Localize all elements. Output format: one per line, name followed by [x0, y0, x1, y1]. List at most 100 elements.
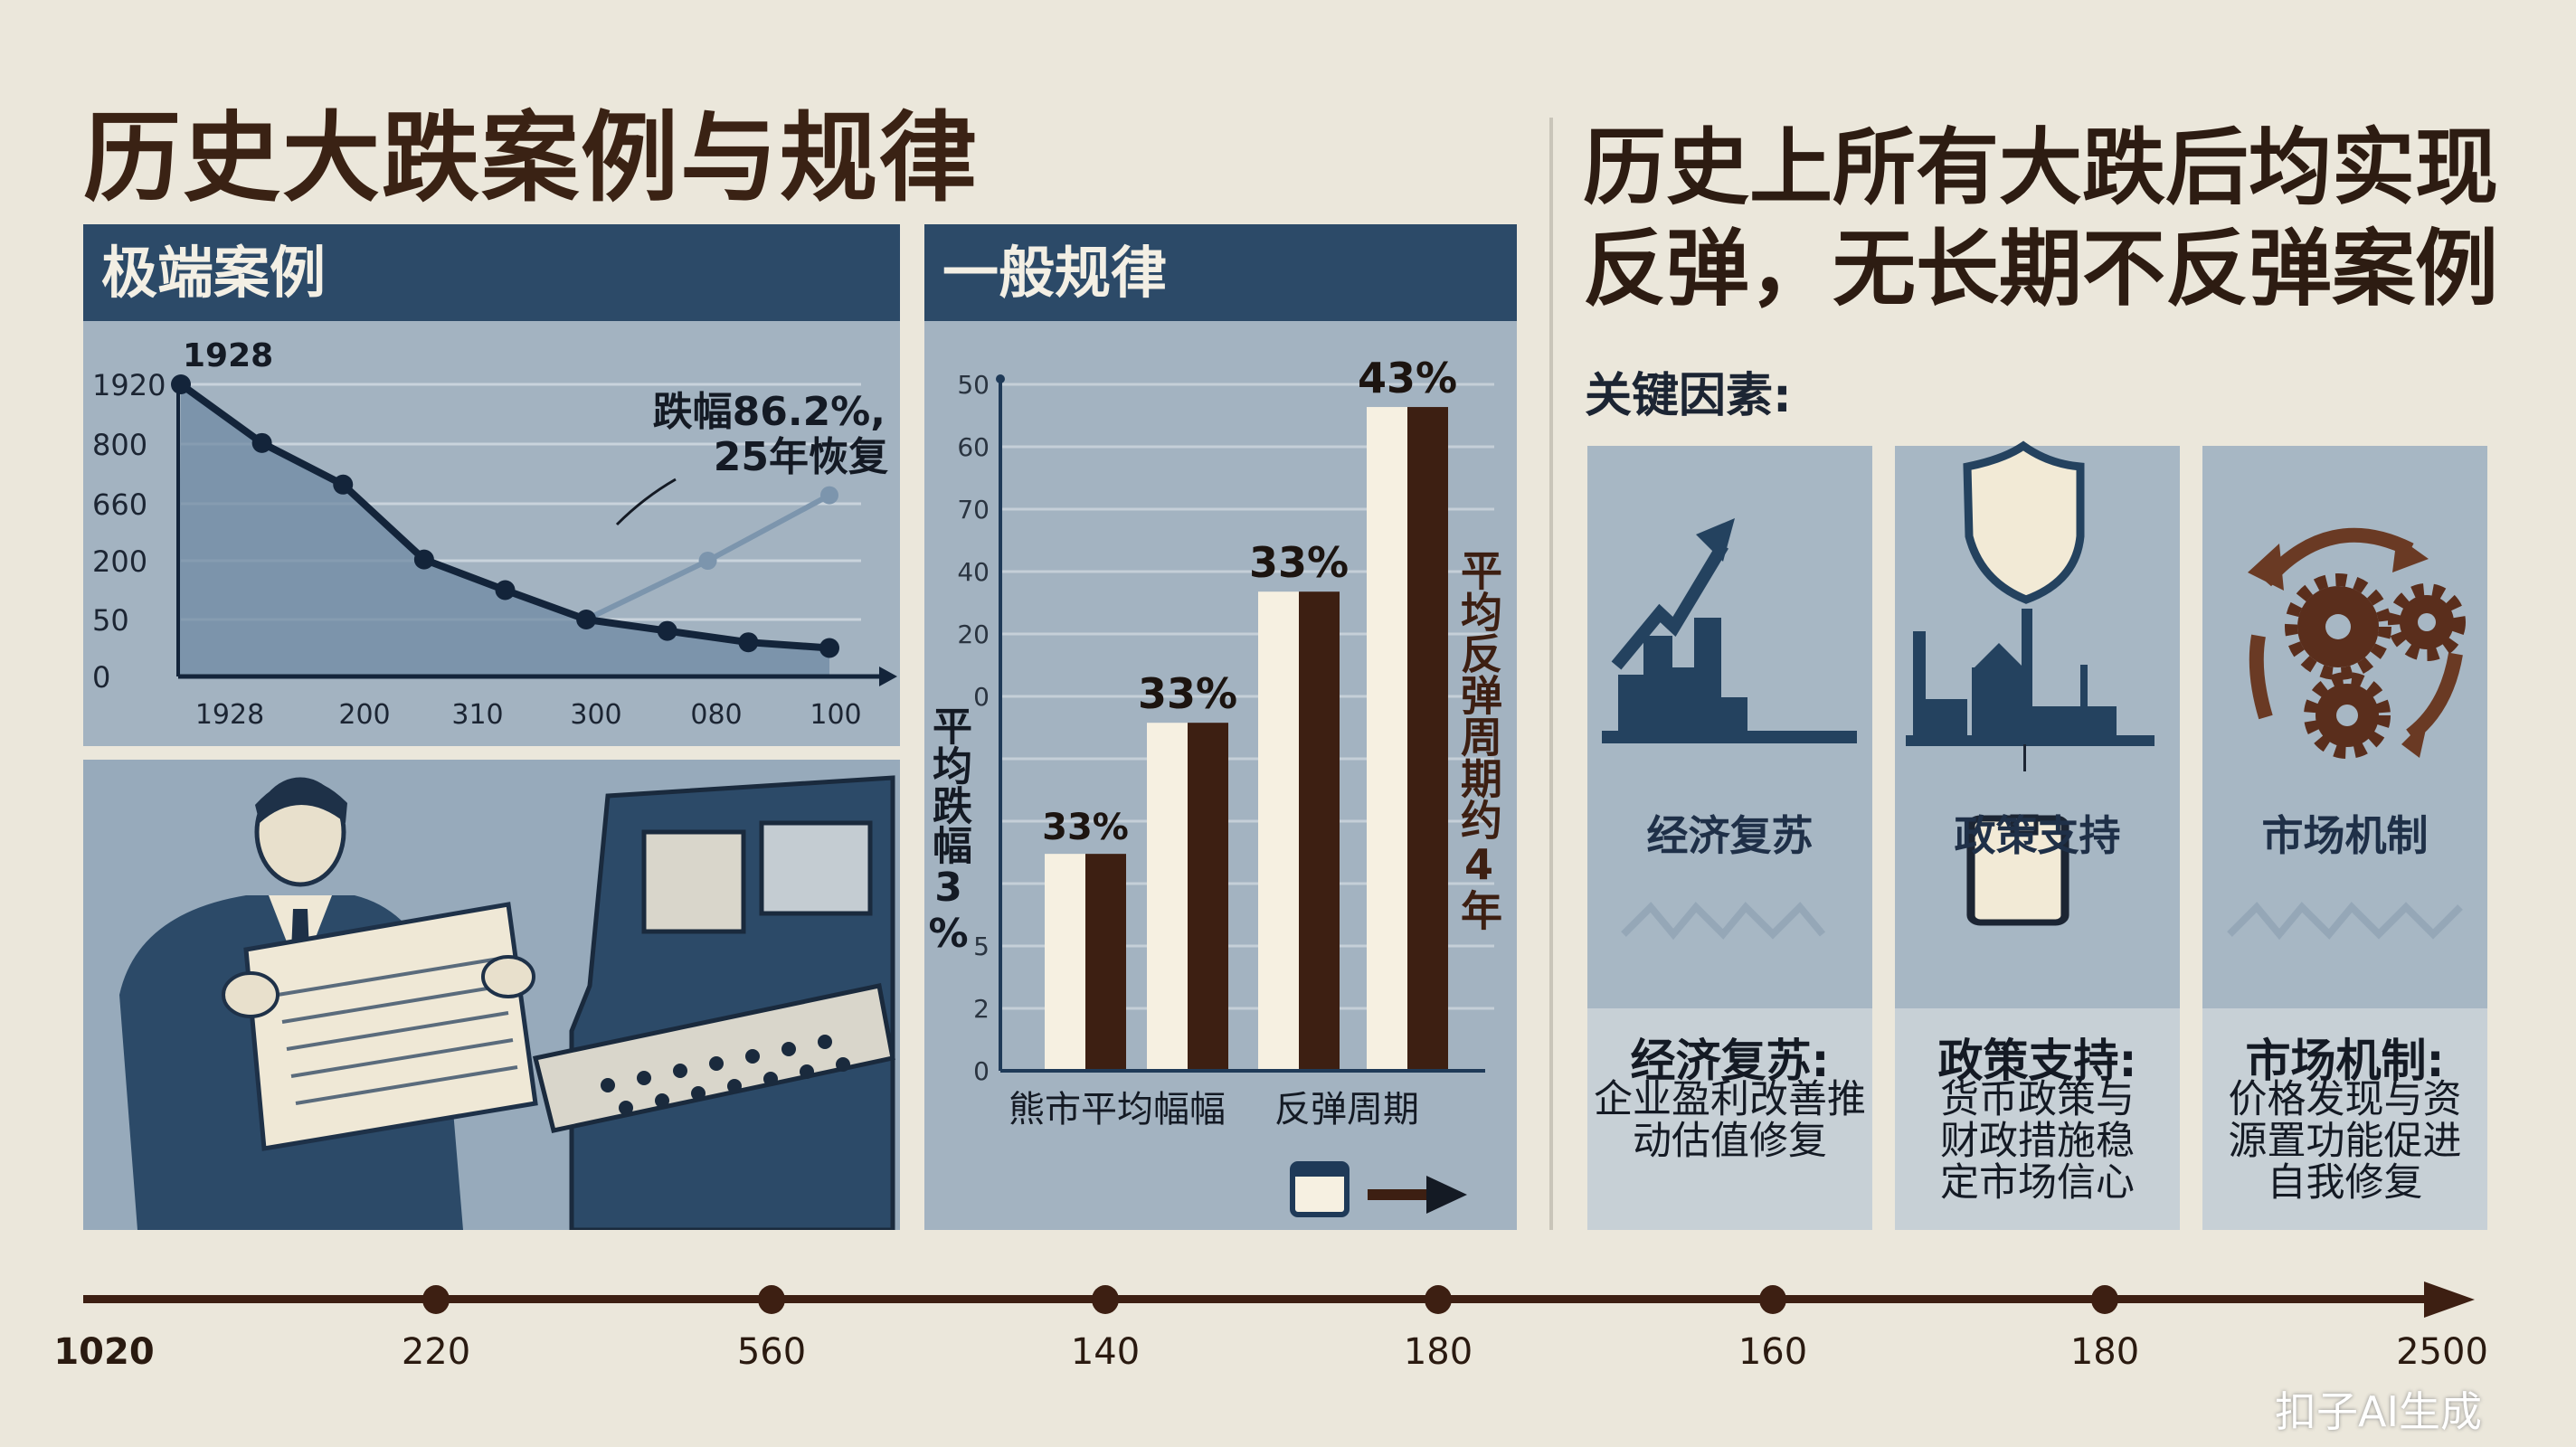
decline-point [657, 620, 677, 641]
y-tick-label: 50 [92, 603, 129, 638]
bar-value-label: 33% [1249, 538, 1349, 587]
desc-line: 动估值修复 [1633, 1119, 1827, 1164]
y-tick-label: 660 [92, 487, 147, 522]
factor-card-policy-support: 政策支持 政策支持: 货币政策与 财政措施稳 定市场信心 [1895, 440, 2180, 1230]
timeline-label: 220 [401, 1331, 471, 1373]
extreme-case-chart-panel: 0 50 200 660 800 1920 1928 200 310 300 080 100 1928 跌… [83, 321, 900, 746]
x-tick-label: 1928 [195, 699, 264, 731]
timeline-label: 560 [736, 1331, 807, 1373]
category-label: 熊市平均幅幅 [1009, 1089, 1226, 1130]
bar-value-label: 43% [1358, 354, 1457, 402]
desc-line: 自我修复 [2267, 1160, 2423, 1206]
desc-line: 货币政策与 [1940, 1077, 2135, 1122]
y-tick-label: 800 [92, 428, 147, 462]
factor-heading: 市场机制: [2245, 1035, 2445, 1087]
general-rule-chart-panel: 50 60 70 40 20 0 5 2 0 33% 33% 33% 43% 熊市平均幅幅 反弹周期 平均跌… [924, 321, 1517, 1230]
y-tick-label: 40 [957, 557, 990, 587]
decline-point [251, 432, 272, 453]
man-reading-newspaper-illustration [83, 760, 900, 1233]
timeline-dot [2091, 1285, 2118, 1314]
y-tick-label: 70 [957, 495, 990, 525]
timeline-arrow-icon [2424, 1281, 2475, 1318]
extreme-case-header: 极端案例 [83, 224, 900, 321]
y-tick-label: 0 [973, 682, 990, 712]
timeline-label: 180 [2069, 1331, 2140, 1373]
y-tick-label: 0 [92, 660, 110, 695]
y-tick-label: 60 [957, 432, 990, 462]
timeline-label: 180 [1403, 1331, 1473, 1373]
timeline-label: 1020 [53, 1331, 155, 1373]
conclusion-title-line1: 历史上所有大跌后均实现 [1583, 119, 2499, 216]
desc-line: 价格发现与资 [2228, 1077, 2462, 1122]
category-label: 反弹周期 [1274, 1089, 1419, 1130]
watermark: 扣子AI生成 [2275, 1387, 2483, 1436]
factor-description: 货币政策与 财政措施稳 定市场信心 [1897, 1079, 2178, 1204]
annotation-line: 25年恢复 [714, 434, 888, 480]
x-tick-label: 080 [690, 699, 742, 731]
average-decline-label: 平均跌幅3% [925, 705, 971, 957]
annotation-arrow-icon [615, 478, 677, 526]
bar-light [1258, 591, 1299, 1071]
y-axis-end [996, 374, 1005, 383]
general-rule-header: 一般规律 [924, 224, 1517, 321]
historical-illustration [83, 760, 900, 1233]
y-tick-label: 20 [957, 619, 990, 649]
conclusion-title: 历史上所有大跌后均实现 反弹，无长期不反弹案例 [1583, 118, 2498, 320]
decline-point [819, 638, 839, 658]
page-title: 历史大跌案例与规律 [83, 102, 980, 215]
recovery-point [698, 552, 717, 570]
average-rebound-period-label: 平均反弹周期约4年 [1454, 549, 1503, 931]
factor-description: 企业盈利改善推 动估值修复 [1589, 1079, 1870, 1162]
shield-factory-briefcase-icon [1906, 440, 2155, 926]
x-tick-label: 200 [338, 699, 390, 731]
bar-light [1045, 854, 1085, 1071]
desc-line: 定市场信心 [1940, 1160, 2135, 1206]
decline-point [576, 610, 597, 629]
bar-dark [1188, 723, 1228, 1071]
x-axis-arrow-icon [879, 667, 897, 686]
decline-point [495, 580, 516, 601]
annotation-line: 跌幅86.2%, [653, 389, 886, 435]
timeline-dot [1759, 1285, 1786, 1314]
bar-value-label: 33% [1042, 807, 1129, 848]
recovery-point [820, 486, 838, 505]
factor-label: 市场机制 [2261, 811, 2429, 860]
factor-card-market-mechanism: 市场机制 市场机制: 价格发现与资 源置功能促进 自我修复 [2202, 446, 2487, 1230]
factor-card-economic-recovery: 经济复苏 经济复苏: 企业盈利改善推 动估值修复 [1587, 446, 1872, 1230]
y-tick-label: 0 [973, 1056, 990, 1086]
y-tick-label: 2 [973, 994, 990, 1024]
year-label: 1928 [183, 337, 273, 374]
conclusion-title-line2: 反弹，无长期不反弹案例 [1583, 221, 2499, 317]
key-factors-label: 关键因素: [1585, 369, 1792, 423]
y-tick-label: 50 [957, 370, 990, 400]
desc-line: 源置功能促进 [2228, 1119, 2462, 1164]
factor-heading: 政策支持: [1937, 1035, 2137, 1087]
decline-point [738, 632, 759, 653]
factor-label: 经济复苏 [1646, 811, 1814, 860]
timeline-dot [1425, 1285, 1452, 1314]
desc-line: 企业盈利改善推 [1594, 1077, 1866, 1122]
bar-dark [1085, 854, 1126, 1071]
area-fill [178, 384, 829, 676]
timeline-label: 140 [1070, 1331, 1141, 1373]
x-tick-label: 300 [570, 699, 621, 731]
timeline-dot [758, 1285, 785, 1314]
desc-line: 财政措施稳 [1940, 1119, 2135, 1164]
bar-value-label: 33% [1138, 669, 1237, 718]
bar-light [1147, 723, 1188, 1071]
factor-label: 政策支持 [1954, 811, 2121, 860]
factor-heading: 经济复苏: [1630, 1035, 1830, 1087]
timeline-label: 160 [1738, 1331, 1808, 1373]
decline-point [413, 549, 434, 570]
bar-dark [1407, 407, 1448, 1071]
rising-chart-icon [1602, 518, 1857, 941]
timeline-dot [1092, 1285, 1119, 1314]
x-tick-label: 100 [810, 699, 861, 731]
gears-cycle-icon [2227, 527, 2466, 941]
section-divider [1549, 118, 1553, 1230]
factor-description: 价格发现与资 源置功能促进 自我修复 [2204, 1079, 2486, 1204]
y-tick-label: 5 [973, 932, 990, 961]
timeline-label: 2500 [2396, 1331, 2488, 1373]
bar-light [1367, 407, 1407, 1071]
